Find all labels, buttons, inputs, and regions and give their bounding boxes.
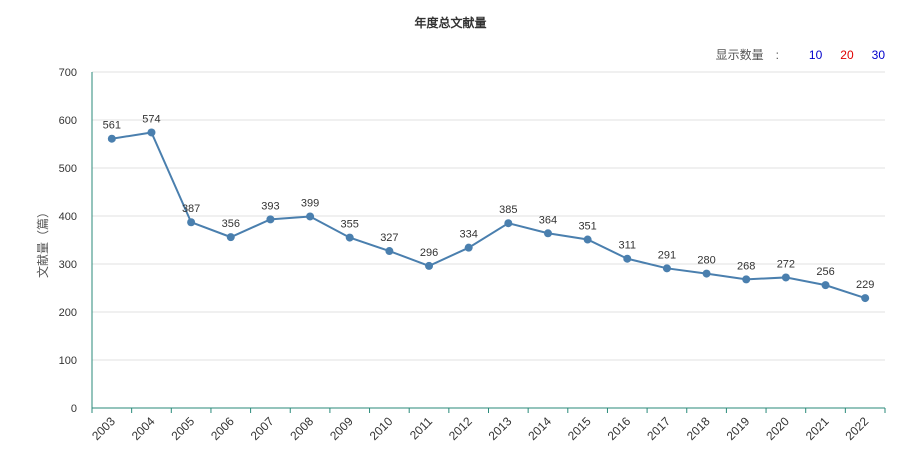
data-label: 311 — [619, 240, 637, 252]
data-label: 296 — [420, 247, 438, 259]
data-point[interactable] — [742, 275, 751, 284]
x-tick-label: 2018 — [684, 414, 713, 443]
data-label: 351 — [578, 221, 596, 233]
data-point[interactable] — [147, 128, 156, 137]
x-tick-label: 2009 — [327, 414, 356, 443]
data-label: 280 — [697, 255, 715, 267]
display-count-label: 显示数量 — [715, 48, 764, 62]
data-label: 393 — [261, 200, 279, 212]
data-label: 561 — [103, 120, 121, 132]
data-label: 291 — [658, 249, 676, 261]
data-points — [107, 128, 870, 303]
data-label: 399 — [301, 197, 319, 209]
y-tick-label: 500 — [59, 163, 77, 175]
data-point[interactable] — [226, 233, 235, 242]
y-tick-label: 600 — [59, 115, 77, 127]
chart-axes — [91, 72, 885, 409]
data-label: 272 — [777, 258, 795, 270]
x-tick-label: 2005 — [168, 414, 197, 443]
x-tick-label: 2021 — [803, 414, 832, 443]
y-tick-label: 0 — [71, 403, 77, 415]
x-tick-label: 2004 — [129, 414, 158, 443]
series-line — [111, 131, 866, 300]
x-tick-label: 2022 — [843, 414, 872, 443]
data-label: 355 — [341, 219, 359, 231]
data-point[interactable] — [266, 215, 275, 224]
grid-lines — [92, 71, 885, 361]
y-tick-label: 700 — [59, 67, 77, 79]
y-tick-label: 300 — [59, 259, 77, 271]
data-point[interactable] — [583, 235, 592, 244]
data-label: 385 — [499, 204, 517, 216]
data-point[interactable] — [861, 294, 870, 303]
count-option-20[interactable]: 20 — [840, 47, 854, 62]
x-tick-label: 2016 — [605, 414, 634, 443]
data-label: 229 — [856, 279, 874, 291]
data-point[interactable] — [187, 218, 196, 227]
x-tick-label: 2008 — [287, 414, 316, 443]
y-tick-label: 400 — [59, 211, 77, 223]
y-axis-ticks: 0 100 200 300 400 500 600 700 — [59, 67, 77, 415]
data-point[interactable] — [306, 212, 315, 221]
data-label: 256 — [816, 266, 834, 278]
data-label: 268 — [737, 260, 755, 272]
data-label: 334 — [459, 229, 477, 241]
x-tick-label: 2010 — [367, 414, 396, 443]
display-count-separator: : — [775, 47, 779, 62]
data-point[interactable] — [345, 233, 354, 242]
x-axis-ticks: 2003 2004 2005 2006 2007 2008 2009 2010 2011 2012… — [89, 408, 886, 443]
y-tick-label: 200 — [59, 307, 77, 319]
x-tick-label: 2015 — [565, 414, 594, 443]
data-label: 327 — [380, 232, 398, 244]
x-tick-label: 2011 — [407, 414, 435, 442]
data-point[interactable] — [702, 269, 711, 278]
data-point[interactable] — [504, 219, 513, 228]
display-count-control: 显示数量 : 10 20 30 — [716, 46, 885, 63]
x-tick-label: 2012 — [446, 414, 475, 443]
data-point[interactable] — [107, 134, 116, 143]
data-label: 364 — [539, 214, 557, 226]
x-tick-label: 2013 — [486, 414, 515, 443]
data-point[interactable] — [781, 273, 790, 282]
y-axis-label: 文献量（篇） — [35, 206, 50, 278]
x-tick-label: 2006 — [208, 414, 237, 443]
data-point[interactable] — [385, 247, 394, 256]
data-point[interactable] — [821, 281, 830, 290]
count-option-30[interactable]: 30 — [871, 47, 885, 62]
data-point[interactable] — [623, 254, 632, 263]
data-label: 387 — [182, 203, 200, 215]
data-label: 356 — [222, 218, 240, 230]
x-tick-label: 2003 — [89, 414, 118, 443]
data-point[interactable] — [425, 261, 434, 270]
data-point[interactable] — [464, 243, 473, 252]
x-tick-label: 2019 — [724, 414, 753, 443]
x-tick-label: 2014 — [525, 414, 554, 443]
x-tick-label: 2017 — [644, 414, 673, 443]
count-option-10[interactable]: 10 — [808, 47, 823, 62]
y-tick-label: 100 — [59, 355, 77, 367]
data-point[interactable] — [543, 229, 552, 238]
x-tick-label: 2020 — [763, 414, 792, 443]
chart-title: 年度总文献量 — [414, 16, 487, 30]
data-point[interactable] — [662, 264, 671, 273]
data-label: 574 — [142, 113, 160, 125]
data-labels: 561 574 387 356 393 399 355 327 296 334 385 364 351 3… — [103, 113, 875, 291]
x-tick-label: 2007 — [248, 414, 277, 443]
